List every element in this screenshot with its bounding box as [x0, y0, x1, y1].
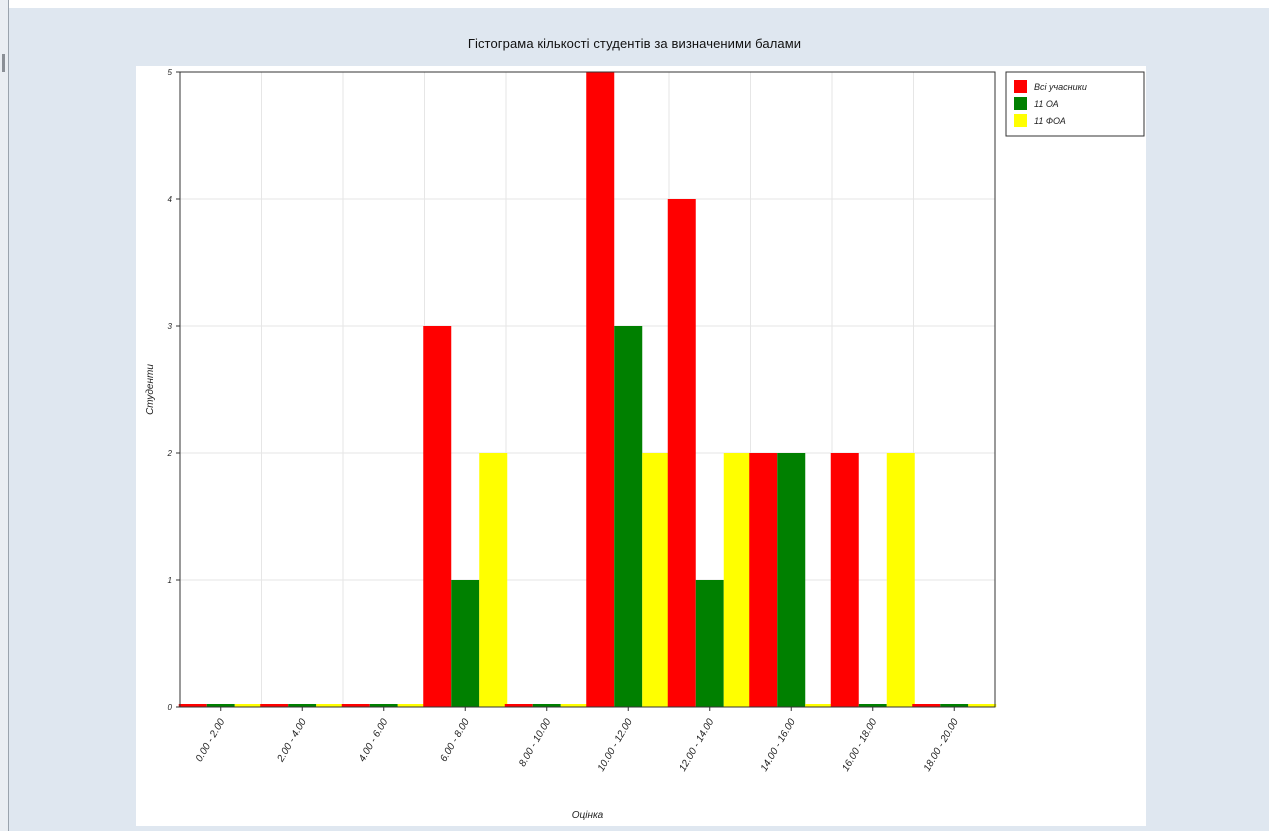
- x-tick-label: 6.00 - 8.00: [438, 717, 472, 764]
- x-axis-label: Оцінка: [572, 810, 604, 821]
- x-tick-label: 4.00 - 6.00: [357, 717, 391, 764]
- y-tick-label: 0: [168, 703, 173, 712]
- bar: [586, 72, 615, 707]
- x-tick-label: 16.00 - 18.00: [840, 717, 879, 774]
- bar: [532, 704, 561, 707]
- y-tick-label: 4: [168, 195, 173, 204]
- bar: [423, 326, 452, 707]
- y-tick-label: 3: [168, 322, 173, 331]
- x-tick-label: 18.00 - 20.00: [922, 717, 961, 774]
- bar: [341, 704, 370, 707]
- legend-swatch: [1014, 97, 1027, 110]
- bar: [206, 704, 235, 707]
- y-tick-label: 1: [168, 576, 172, 585]
- bar: [777, 453, 806, 707]
- legend-label: Всі учасники: [1034, 82, 1087, 92]
- bar: [260, 704, 289, 707]
- bar: [642, 453, 671, 707]
- window-top-strip: [9, 0, 1269, 8]
- bar: [940, 704, 969, 707]
- x-tick-label: 8.00 - 10.00: [517, 717, 553, 769]
- legend-label: 11 ФОА: [1034, 116, 1066, 126]
- legend-label: 11 ОА: [1034, 99, 1059, 109]
- plot-frame: [179, 71, 996, 708]
- window-left-edge: [0, 0, 9, 831]
- legend-box: [1005, 71, 1145, 137]
- bar: [830, 453, 859, 707]
- bar: [912, 704, 941, 707]
- bar: [805, 704, 834, 707]
- legend-swatch: [1014, 114, 1027, 127]
- bar: [614, 326, 643, 707]
- bar: [504, 704, 533, 707]
- x-tick-label: 0.00 - 2.00: [194, 717, 228, 764]
- legend: Всі учасники 11 ОА 11 ФОА: [1005, 71, 1145, 137]
- y-tick-label: 5: [168, 68, 173, 77]
- bar: [178, 704, 207, 707]
- bar: [451, 580, 480, 707]
- bar: [397, 704, 426, 707]
- splitter-handle[interactable]: [2, 54, 5, 72]
- x-tick-label: 10.00 - 12.00: [596, 717, 635, 774]
- bar: [234, 704, 263, 707]
- bar: [667, 199, 696, 707]
- legend-swatch: [1014, 80, 1027, 93]
- chart-title: Гістограма кількості студентів за визнач…: [467, 36, 802, 51]
- y-ticks: 0 1 2 3 4 5: [167, 68, 180, 712]
- bar: [369, 704, 398, 707]
- bar: [479, 453, 508, 707]
- bars: [178, 72, 997, 707]
- bar: [886, 453, 915, 707]
- bar: [858, 704, 887, 707]
- x-tick-label: 12.00 - 14.00: [677, 717, 716, 774]
- bar: [316, 704, 345, 707]
- bar: [749, 453, 778, 707]
- bar: [560, 704, 589, 707]
- bar: [723, 453, 752, 707]
- x-tick-label: 14.00 - 16.00: [759, 717, 798, 774]
- x-ticks: 0.00 - 2.00 2.00 - 4.00 4.00 - 6.00 6.00 - …: [194, 707, 961, 774]
- x-tick-label: 2.00 - 4.00: [275, 717, 309, 765]
- bar: [288, 704, 317, 707]
- y-axis-label: Студенти: [145, 364, 156, 415]
- bar: [968, 704, 997, 707]
- bar: [695, 580, 724, 707]
- y-tick-label: 2: [167, 449, 173, 458]
